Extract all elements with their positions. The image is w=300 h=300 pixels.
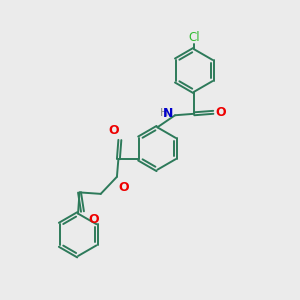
Text: O: O xyxy=(216,106,226,119)
Text: O: O xyxy=(118,181,129,194)
Text: N: N xyxy=(163,107,174,120)
Text: H: H xyxy=(160,108,169,118)
Text: O: O xyxy=(88,213,99,226)
Text: O: O xyxy=(109,124,119,137)
Text: Cl: Cl xyxy=(188,31,200,44)
